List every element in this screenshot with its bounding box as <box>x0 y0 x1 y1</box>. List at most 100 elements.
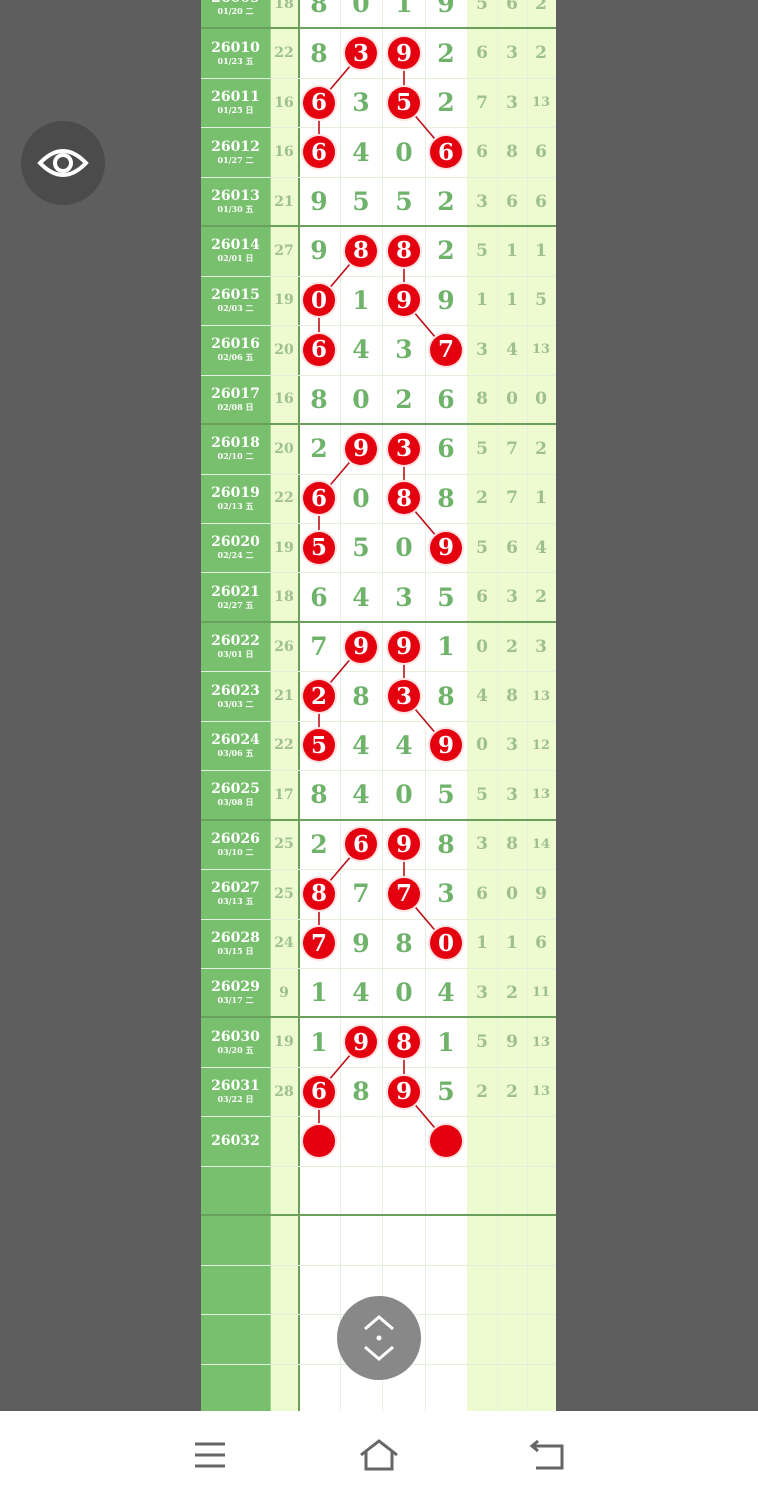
issue-date: 01/30 五 <box>217 204 254 215</box>
table-row: 26014 02/01 日 27 9 8 8 2 5 1 1 <box>201 226 556 275</box>
group-divider <box>201 1214 556 1217</box>
issue-date: 02/03 二 <box>217 302 254 313</box>
table-row: 26011 01/25 日 16 6 3 5 2 7 3 13 <box>201 78 556 127</box>
table-row: 2600901/20 二 18 8 0 1 9 5 6 2 <box>201 0 556 28</box>
scroll-toggle-button[interactable] <box>337 1296 421 1380</box>
stat-value: 0 <box>506 883 518 904</box>
highlight-ball: 8 <box>388 1026 420 1059</box>
issue-number: 26028 <box>211 929 260 946</box>
issue-number: 26030 <box>211 1028 260 1045</box>
table-row: 26023 03/03 二 21 2 8 3 8 4 8 13 <box>201 671 556 720</box>
issue-cell: 26031 03/22 日 <box>201 1067 270 1116</box>
issue-cell: 26032 <box>201 1116 270 1165</box>
stat-value: 5 <box>476 784 488 805</box>
digit-value: 2 <box>437 236 455 266</box>
scroll-up-down-icon <box>364 1315 394 1361</box>
highlight-ball: 9 <box>430 729 462 762</box>
stat-value: 13 <box>531 688 551 704</box>
eye-toggle-button[interactable] <box>21 121 105 205</box>
digit-value: 9 <box>352 928 370 958</box>
digit-value: 0 <box>395 533 413 563</box>
issue-date: 03/10 二 <box>217 846 254 857</box>
stat-value: 2 <box>535 587 547 608</box>
issue-cell: 26022 03/01 日 <box>201 622 270 671</box>
highlight-ball: 8 <box>303 877 335 910</box>
digit-value: 8 <box>352 681 370 711</box>
digit-value: 4 <box>352 335 370 365</box>
issue-date: 03/06 五 <box>217 747 254 758</box>
stat-value: 7 <box>476 92 488 113</box>
issue-cell: 26020 02/24 二 <box>201 523 270 572</box>
stat-value: 4 <box>506 339 518 360</box>
issue-number: 26013 <box>211 188 260 205</box>
digit-value: 8 <box>395 928 413 958</box>
digit-value: 3 <box>395 582 413 612</box>
stat-value: 9 <box>506 1032 518 1053</box>
stat-value: 5 <box>535 290 547 311</box>
stat-value <box>526 1116 556 1165</box>
digit-value: 2 <box>437 38 455 68</box>
highlight-ball: 6 <box>345 828 377 861</box>
sum-value: 22 <box>274 490 294 507</box>
system-nav-bar <box>0 1411 758 1500</box>
column-divider <box>425 0 426 1411</box>
issue-date: 02/27 五 <box>217 599 254 610</box>
stat-value: 2 <box>476 488 488 509</box>
highlight-ball: 8 <box>388 482 420 515</box>
issue-cell: 26021 02/27 五 <box>201 572 270 621</box>
sum-value: 16 <box>274 391 294 408</box>
group-divider <box>201 225 556 228</box>
stat-value: 3 <box>506 784 518 805</box>
highlight-ball: 9 <box>345 432 377 465</box>
stat-value: 11 <box>531 985 551 1001</box>
issue-cell: 26012 01/27 二 <box>201 127 270 176</box>
stat-value: 5 <box>476 240 488 261</box>
digit-value: 1 <box>437 1027 455 1057</box>
column-divider <box>527 0 528 1411</box>
issue-date: 02/08 日 <box>217 401 254 412</box>
stat-value: 2 <box>535 43 547 64</box>
issue-date: 03/22 日 <box>217 1094 254 1105</box>
digit-value: 3 <box>352 88 370 118</box>
issue-cell: 26029 03/17 二 <box>201 968 270 1017</box>
table-row: 26025 03/08 日 17 8 4 0 5 5 3 13 <box>201 770 556 819</box>
highlight-ball: 6 <box>303 482 335 515</box>
group-divider <box>201 27 556 30</box>
digit-value: 0 <box>395 137 413 167</box>
menu-button[interactable] <box>188 1433 232 1477</box>
digit-value: 5 <box>437 582 455 612</box>
stat-value: 6 <box>535 933 547 954</box>
stat-value: 13 <box>531 787 551 803</box>
group-divider <box>201 423 556 426</box>
issue-number: 26027 <box>211 880 260 897</box>
issue-date: 02/06 五 <box>217 352 254 363</box>
sum-value: 27 <box>274 242 294 259</box>
sum-value: 26 <box>274 638 294 655</box>
table-row: 26010 01/23 五 22 8 3 9 2 6 3 2 <box>201 28 556 77</box>
issue-number: 26023 <box>211 682 260 699</box>
stat-value: 13 <box>531 95 551 111</box>
issue-number: 26024 <box>211 731 260 748</box>
digit-value: 7 <box>310 632 328 662</box>
row-divider <box>201 572 556 574</box>
stat-value: 1 <box>476 290 488 311</box>
digit-value: 4 <box>437 978 455 1008</box>
issue-cell: 26025 03/08 日 <box>201 770 270 819</box>
stat-value: 3 <box>506 43 518 64</box>
digit-value: 2 <box>310 434 328 464</box>
digit-value: 2 <box>437 187 455 217</box>
digit-value: 5 <box>437 780 455 810</box>
home-button[interactable] <box>357 1433 401 1477</box>
highlight-ball: 9 <box>388 630 420 663</box>
sum-value <box>270 1116 298 1165</box>
issue-number: 26020 <box>211 534 260 551</box>
digit-value: 1 <box>310 1027 328 1057</box>
row-divider <box>201 918 556 920</box>
row-divider <box>201 968 556 969</box>
issue-cell: 26028 03/15 日 <box>201 919 270 968</box>
back-button[interactable] <box>525 1433 569 1477</box>
stat-value <box>497 1116 527 1165</box>
highlight-ball: 2 <box>303 680 335 713</box>
right-columns <box>467 0 556 1411</box>
stat-value: 1 <box>476 933 488 954</box>
